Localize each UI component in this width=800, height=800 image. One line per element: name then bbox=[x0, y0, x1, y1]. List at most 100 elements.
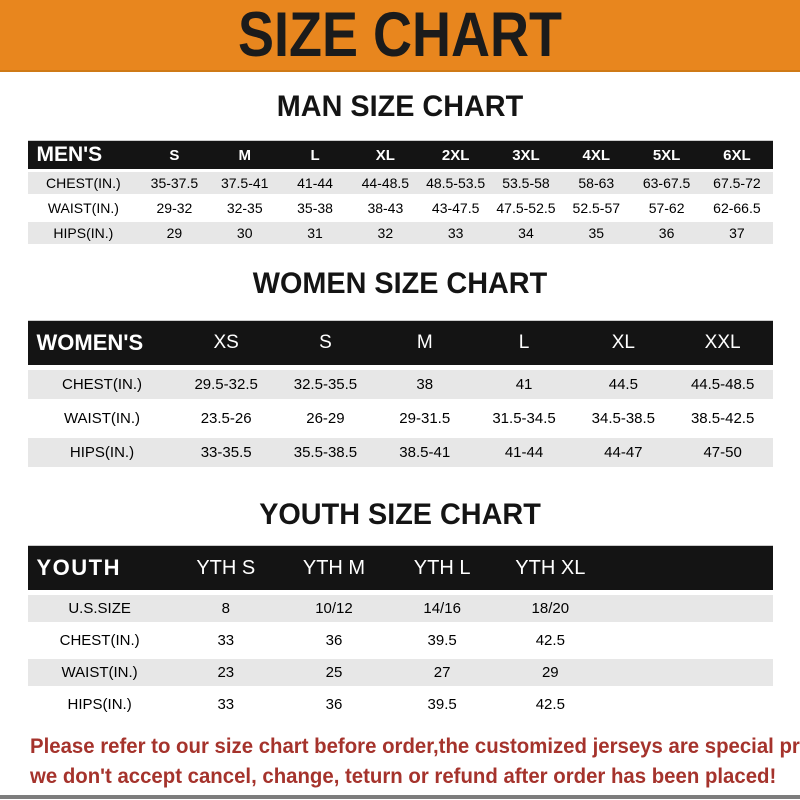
row-label-cell: U.S.SIZE bbox=[68, 600, 131, 617]
table-cell: 29.5-32.5 bbox=[194, 376, 258, 393]
table-cell: 33 bbox=[217, 632, 235, 649]
size-chart-banner: SIZE CHART bbox=[0, 0, 800, 72]
table-cell: 58-63 bbox=[578, 175, 615, 191]
row-label-cell: WAIST(IN.) bbox=[63, 410, 141, 427]
table-cell: 38-43 bbox=[367, 200, 404, 216]
header-cell: XS bbox=[213, 332, 239, 353]
table-cell: 36 bbox=[325, 696, 343, 713]
header-cell: XL bbox=[375, 146, 395, 164]
row-label-cell: WAIST(IN.) bbox=[61, 664, 138, 681]
women-table-row: CHEST(IN.) 29.5-32.5 32.5-35.5 38 41 44.5 44.5… bbox=[27, 370, 773, 399]
table-cell: 41 bbox=[515, 376, 533, 393]
table-cell: 57-62 bbox=[648, 200, 685, 216]
table-cell: 29-31.5 bbox=[399, 410, 451, 427]
header-cell: XL bbox=[611, 332, 635, 353]
header-cell: 5XL bbox=[652, 146, 681, 164]
table-cell: 36 bbox=[658, 225, 675, 241]
women-header-label-cell: WOMEN'S bbox=[36, 330, 144, 355]
disclaimer-note: Please refer to our size chart before or… bbox=[30, 732, 800, 792]
table-cell: 33-35.5 bbox=[200, 444, 252, 461]
table-cell: 33 bbox=[447, 225, 464, 241]
row-label-cell: WAIST(IN.) bbox=[47, 200, 119, 216]
women-size-table: WOMEN'S XS S M L XL XXL CHEST(IN.) 29.5-32.5 32.5… bbox=[27, 320, 773, 467]
youth-table-row: U.S.SIZE 8 10/12 14/16 18/20 bbox=[27, 595, 773, 622]
table-cell: 37.5-41 bbox=[220, 175, 269, 191]
table-cell: 39.5 bbox=[427, 696, 457, 713]
table-cell: 37 bbox=[729, 225, 745, 241]
table-cell: 43-47.5 bbox=[431, 200, 480, 216]
men-table-header-row: MEN'S S M L XL 2XL 3XL 4XL 5XL 6XL bbox=[27, 140, 773, 169]
header-cell: 3XL bbox=[512, 146, 540, 164]
header-cell: M bbox=[416, 332, 433, 353]
header-cell: S bbox=[319, 332, 332, 353]
table-cell: 29 bbox=[541, 664, 559, 681]
table-cell: 39.5 bbox=[427, 632, 457, 649]
table-cell: 48.5-53.5 bbox=[426, 175, 486, 191]
men-size-table: MEN'S S M L XL 2XL 3XL 4XL 5XL 6XL CHEST(IN.) 35-37… bbox=[27, 140, 773, 244]
women-table-header-row: WOMEN'S XS S M L XL XXL bbox=[27, 320, 773, 365]
table-cell: 67.5-72 bbox=[713, 175, 761, 191]
table-cell: 8 bbox=[221, 600, 230, 617]
table-cell: 44-48.5 bbox=[361, 175, 410, 191]
table-cell: 32 bbox=[377, 225, 394, 241]
youth-size-table: YOUTH YTH S YTH M YTH L YTH XL U.S.SIZE 8 10/12… bbox=[27, 545, 773, 718]
women-table-row: HIPS(IN.) 33-35.5 35.5-38.5 38.5-41 41-44 44-… bbox=[27, 438, 773, 467]
row-label-cell: CHEST(IN.) bbox=[62, 376, 142, 393]
table-cell: 38.5-41 bbox=[399, 444, 451, 461]
table-cell: 41-44 bbox=[504, 444, 544, 461]
header-cell: 4XL bbox=[582, 146, 611, 164]
header-cell: 6XL bbox=[723, 146, 751, 164]
table-cell: 25 bbox=[325, 664, 343, 681]
table-cell: 35 bbox=[588, 225, 605, 241]
table-cell: 32-35 bbox=[226, 200, 263, 216]
table-cell: 31.5-34.5 bbox=[492, 410, 556, 427]
youth-table-header-row: YOUTH YTH S YTH M YTH L YTH XL bbox=[27, 545, 773, 590]
youth-section-heading: YOUTH SIZE CHART bbox=[259, 498, 541, 531]
table-cell: 26-29 bbox=[306, 410, 345, 427]
header-cell: YTH L bbox=[413, 556, 471, 579]
table-cell: 34.5-38.5 bbox=[591, 410, 656, 427]
youth-header-label-cell: YOUTH bbox=[36, 555, 121, 580]
table-cell: 44.5 bbox=[608, 376, 638, 393]
table-cell: 36 bbox=[325, 632, 343, 649]
table-cell: 63-67.5 bbox=[642, 175, 691, 191]
header-cell: L bbox=[310, 146, 320, 164]
youth-table-row: HIPS(IN.) 33 36 39.5 42.5 bbox=[27, 691, 773, 718]
table-cell: 38 bbox=[416, 376, 434, 393]
table-cell: 33 bbox=[217, 696, 235, 713]
table-cell: 32.5-35.5 bbox=[293, 376, 358, 393]
header-cell: YTH M bbox=[302, 556, 366, 579]
women-section-heading: WOMEN SIZE CHART bbox=[252, 267, 548, 300]
men-section: MAN SIZE CHART MEN'S S M L XL 2XL 3XL 4XL 5XL 6XL… bbox=[0, 89, 800, 244]
table-cell: 27 bbox=[433, 664, 451, 681]
women-table-row: WAIST(IN.) 23.5-26 26-29 29-31.5 31.5-34.5 34… bbox=[27, 404, 773, 433]
men-table-row: CHEST(IN.) 35-37.5 37.5-41 41-44 44-48.5 48.5… bbox=[27, 172, 773, 194]
table-cell: 34 bbox=[518, 225, 534, 241]
men-table-row: WAIST(IN.) 29-32 32-35 35-38 38-43 43-47.5 47.… bbox=[27, 197, 773, 219]
table-cell: 35.5-38.5 bbox=[293, 444, 358, 461]
table-cell: 35-37.5 bbox=[150, 175, 199, 191]
table-cell: 31 bbox=[307, 225, 323, 241]
table-cell: 44-47 bbox=[604, 444, 643, 461]
row-label-cell: CHEST(IN.) bbox=[59, 632, 140, 649]
table-cell: 14/16 bbox=[423, 600, 461, 617]
men-section-heading: MAN SIZE CHART bbox=[276, 90, 524, 123]
table-cell: 62-66.5 bbox=[713, 200, 761, 216]
women-section: WOMEN SIZE CHART WOMEN'S XS S M L XL XXL CHEST(… bbox=[0, 266, 800, 467]
disclaimer-line-2: we don't accept cancel, change, teturn o… bbox=[30, 765, 777, 788]
table-cell: 18/20 bbox=[531, 600, 570, 617]
table-cell: 10/12 bbox=[315, 600, 353, 617]
men-table-row: HIPS(IN.) 29 30 31 32 33 34 35 36 37 bbox=[27, 222, 773, 244]
row-label-cell: CHEST(IN.) bbox=[46, 175, 121, 191]
table-cell: 47-50 bbox=[703, 444, 742, 461]
disclaimer-line-1: Please refer to our size chart before or… bbox=[30, 735, 800, 758]
size-chart-title: SIZE CHART bbox=[238, 0, 562, 70]
header-cell: 2XL bbox=[441, 146, 470, 164]
table-cell: 29 bbox=[166, 225, 183, 241]
table-cell: 41-44 bbox=[297, 175, 333, 191]
header-cell: S bbox=[169, 146, 180, 164]
men-header-label-cell: MEN'S bbox=[36, 143, 103, 166]
row-label-cell: HIPS(IN.) bbox=[67, 696, 132, 713]
header-cell: M bbox=[238, 146, 251, 164]
table-cell: 53.5-58 bbox=[502, 175, 550, 191]
